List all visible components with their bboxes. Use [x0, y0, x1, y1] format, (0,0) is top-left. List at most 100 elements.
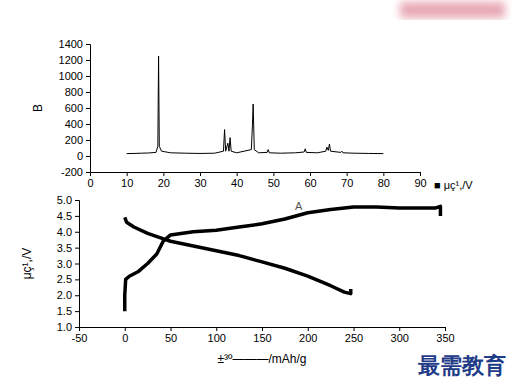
x-tick-mark — [308, 327, 309, 331]
x-tick-mark — [354, 327, 355, 331]
x-title: ±³º———/mAh/g — [218, 352, 307, 366]
x-tick-label: 50 — [165, 332, 177, 344]
y-tick-mark — [86, 140, 90, 141]
x-tick: 50 — [268, 172, 280, 189]
x-tick-label: 300 — [391, 332, 409, 344]
y-tick-mark — [86, 60, 90, 61]
chart-root: 0102030405060708090-20002004006008001000… — [0, 0, 512, 379]
annotation: A — [295, 200, 303, 212]
y-tick-label: 1200 — [59, 54, 83, 66]
x-tick-mark — [200, 172, 201, 176]
y-tick: 5.0 — [57, 194, 79, 206]
x-tick-label: 20 — [158, 177, 170, 189]
x-tick: 50 — [165, 327, 177, 344]
x-tick: 100 — [208, 327, 226, 344]
y-tick: 4.5 — [57, 210, 79, 222]
series-group — [127, 56, 384, 154]
series-line — [125, 206, 441, 311]
plot-1: -50 0 50 100 150 200 250 300 350 1.0 1.5 2.0 2.5 3.0 3… — [20, 194, 455, 366]
x-tick-label: 0 — [87, 177, 93, 189]
y-tick-label: 1000 — [59, 70, 83, 82]
x-tick: 250 — [345, 327, 363, 344]
y-tick-mark — [86, 108, 90, 109]
x-tick: 70 — [341, 172, 353, 189]
y-tick-label: 4.5 — [57, 210, 72, 222]
x-tick-mark — [445, 327, 446, 331]
x-axis: -50 0 50 100 150 200 250 300 350 — [72, 327, 455, 344]
watermark: 最需教育 — [417, 352, 506, 378]
x-tick-mark — [273, 172, 274, 176]
y-tick-label: 3.0 — [57, 258, 72, 270]
y-tick-mark — [75, 264, 79, 265]
x-tick: 20 — [158, 172, 170, 189]
y-tick-label: 200 — [65, 134, 83, 146]
x-tick-mark — [216, 327, 217, 331]
x-tick: 350 — [436, 327, 454, 344]
x-tick-label: 100 — [208, 332, 226, 344]
x-tick-label: 60 — [304, 177, 316, 189]
x-tick: 10 — [121, 172, 133, 189]
y-tick: 2.5 — [57, 273, 79, 285]
x-tick: -50 — [72, 327, 88, 344]
y-tick-mark — [75, 200, 79, 201]
annotation: ■ μç¹,/V — [434, 179, 473, 191]
y-tick: 600 — [65, 102, 90, 114]
y-tick-label: 1.5 — [57, 305, 72, 317]
x-tick: 40 — [231, 172, 243, 189]
y-tick: 2.0 — [57, 289, 79, 301]
x-tick-label: 50 — [268, 177, 280, 189]
y-axis-line — [75, 201, 80, 328]
y-tick-mark — [75, 248, 79, 249]
y-axis-line — [86, 45, 91, 173]
y-tick-mark — [86, 76, 90, 77]
x-tick: 80 — [378, 172, 390, 189]
y-tick-mark — [86, 124, 90, 125]
x-tick-mark — [347, 172, 348, 176]
x-tick: 200 — [299, 327, 317, 344]
y-tick: 3.0 — [57, 258, 79, 270]
x-tick-mark — [262, 327, 263, 331]
y-tick: 1200 — [59, 54, 90, 66]
y-tick-mark — [86, 92, 90, 93]
x-tick-label: 200 — [299, 332, 317, 344]
x-tick-mark — [127, 172, 128, 176]
x-tick-mark — [420, 172, 421, 176]
y-tick-mark — [86, 156, 90, 157]
x-tick: 300 — [391, 327, 409, 344]
x-tick-label: -50 — [72, 332, 88, 344]
y-title: μç¹,/V — [20, 248, 34, 280]
x-tick-mark — [237, 172, 238, 176]
series-line — [125, 217, 351, 293]
y-tick-label: 600 — [65, 102, 83, 114]
y-tick-mark — [75, 279, 79, 280]
y-tick-label: 0 — [77, 150, 83, 162]
y-axis: -2000200400600800100012001400 — [59, 38, 91, 178]
x-tick-label: 70 — [341, 177, 353, 189]
x-tick-label: 150 — [253, 332, 271, 344]
series-group — [125, 206, 441, 311]
x-tick-label: 250 — [345, 332, 363, 344]
x-tick-label: 30 — [194, 177, 206, 189]
x-tick-mark — [310, 172, 311, 176]
y-tick-label: 5.0 — [57, 194, 72, 206]
x-tick-mark — [163, 172, 164, 176]
x-axis: 0 10 20 30 40 50 60 70 80 90 — [87, 172, 426, 189]
x-tick-mark — [171, 327, 172, 331]
y-tick-mark — [75, 232, 79, 233]
y-tick: 3.5 — [57, 242, 79, 254]
x-tick: 0 — [122, 327, 128, 344]
chart-svg: 0102030405060708090-20002004006008001000… — [0, 0, 512, 379]
y-tick: 1.0 — [57, 321, 79, 333]
y-tick-mark — [75, 327, 79, 328]
x-tick-label: 90 — [414, 177, 426, 189]
y-tick-label: 3.5 — [57, 242, 72, 254]
x-tick: 90 — [414, 172, 426, 189]
y-axis: 1.01.52.02.53.03.54.04.55.0 — [57, 194, 80, 333]
y-tick-label: 2.5 — [57, 273, 72, 285]
y-tick-label: -200 — [61, 166, 83, 178]
y-tick-label: 400 — [65, 118, 83, 130]
plot-0: 0 10 20 30 40 50 60 70 80 90 -200 0 200 400 600 800 1000… — [31, 38, 473, 191]
x-tick-mark — [125, 327, 126, 331]
y-tick: 800 — [65, 86, 90, 98]
blob — [400, 2, 505, 18]
